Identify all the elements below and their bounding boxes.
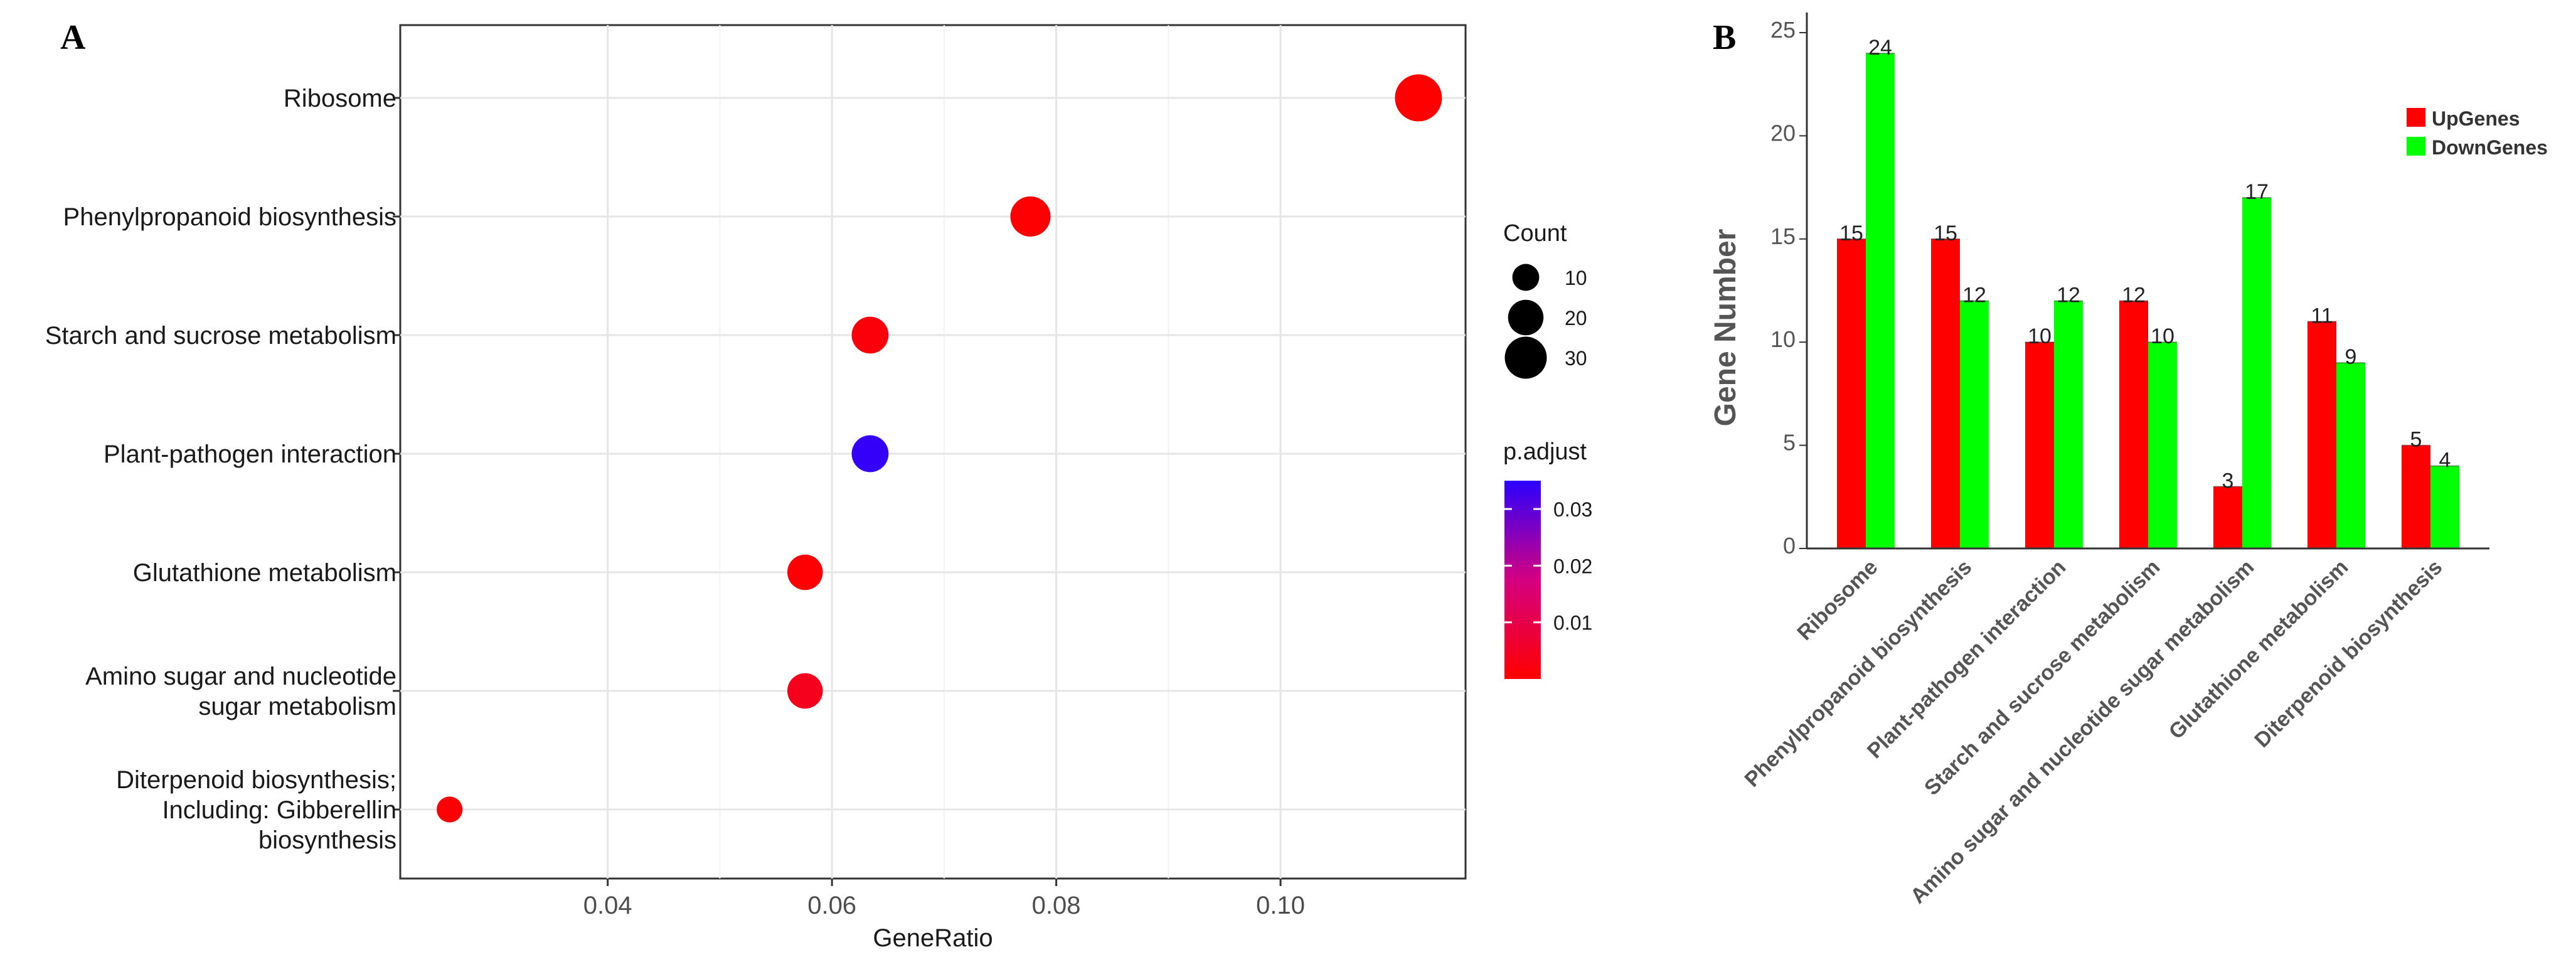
color-legend-colorbar [1504, 481, 1541, 679]
panel-a-y-tick-label: Amino sugar and nucleotide [85, 663, 397, 690]
bar-data-label: 3 [2222, 469, 2234, 493]
enrichment-dot [787, 554, 823, 591]
panel-a-x-tick-labels: 0.04 0.06 0.08 0.10 [583, 879, 1305, 919]
bar-upgenes [1837, 238, 1866, 548]
panel-a-y-tick-label: Diterpenoid biosynthesis; [116, 766, 397, 794]
bar-downgenes [1866, 53, 1895, 548]
panel-b-bars [1837, 52, 2459, 548]
color-legend-title: p.adjust [1503, 439, 1587, 465]
panel-b-x-tick-label: Ribosome [1792, 555, 1882, 645]
bar-downgenes [2242, 198, 2271, 548]
panel-a-x-tick-label: 0.04 [583, 892, 632, 919]
bar-data-label: 12 [2057, 283, 2080, 307]
bar-data-label: 15 [1934, 222, 1957, 245]
panel-b-y-tick-labels: 0 5 10 15 20 25 [1770, 17, 1807, 558]
panel-b-x-tick-label: Amino sugar and nucleotide sugar metabol… [1906, 555, 2259, 909]
panel-a-x-axis-label: GeneRatio [873, 924, 993, 952]
panel-b-y-tick-label: 0 [1783, 533, 1796, 558]
bar-upgenes [2025, 342, 2054, 548]
bar-downgenes [2336, 363, 2365, 548]
enrichment-dot [851, 316, 889, 354]
bar-upgenes [2213, 486, 2242, 548]
color-legend-ticks: 0.03 0.02 0.01 [1504, 498, 1592, 634]
size-legend: Count 10 20 30 [1503, 220, 1587, 379]
panel-a-y-tick-label: Plant-pathogen interaction [104, 441, 397, 468]
size-legend-dot [1504, 336, 1547, 379]
panel-a-gridlines [400, 25, 1466, 879]
panel-a-y-tick-label: Starch and sucrose metabolism [45, 322, 397, 350]
panel-a-x-tick-label: 0.06 [807, 892, 856, 919]
bar-downgenes [2430, 466, 2459, 548]
enrichment-dot [787, 673, 823, 709]
color-legend-tick-label: 0.01 [1553, 612, 1592, 634]
bar-data-label: 5 [2410, 428, 2422, 452]
panel-a-y-tick-label: Phenylpropanoid biosynthesis [63, 203, 397, 231]
bar-data-label: 12 [2122, 283, 2146, 307]
legend-swatch-upgenes [2407, 108, 2425, 127]
panel-a-points [437, 74, 1442, 823]
enrichment-dot [437, 796, 463, 823]
panel-a-label: A [60, 18, 86, 57]
bar-data-label: 10 [2028, 324, 2052, 348]
color-legend-tick-label: 0.03 [1553, 498, 1592, 521]
size-legend-dot [1508, 299, 1544, 336]
bar-data-label: 12 [1962, 283, 1986, 307]
bar-data-label: 10 [2151, 324, 2174, 348]
bar-upgenes [2119, 301, 2148, 548]
panel-b-y-tick-label: 15 [1770, 223, 1796, 249]
bar-upgenes [2307, 321, 2336, 548]
enrichment-dot [1395, 74, 1442, 122]
panel-b-y-tick-label: 20 [1770, 120, 1796, 146]
panel-b-x-tick-label: Diterpenoid biosynthesis [2250, 555, 2447, 752]
size-legend-label: 20 [1565, 307, 1587, 329]
enrichment-dot [1010, 196, 1051, 237]
bar-upgenes [2402, 445, 2430, 548]
legend-swatch-downgenes [2407, 137, 2425, 156]
legend-label-upgenes: UpGenes [2432, 107, 2520, 130]
panel-b-x-tick-label: Plant-pathogen interaction [1863, 555, 2070, 763]
panel-b-y-tick-label: 5 [1783, 430, 1796, 456]
bar-upgenes [1931, 238, 1960, 548]
legend-label-downgenes: DownGenes [2432, 136, 2548, 159]
panel-a-y-tick-label: sugar metabolism [198, 693, 397, 720]
size-legend-title: Count [1503, 220, 1567, 247]
bar-data-label: 15 [1839, 222, 1863, 245]
size-legend-items: 10 20 30 [1504, 264, 1587, 379]
bar-downgenes [1960, 301, 1989, 548]
panel-a-y-tick-label: biosynthesis [258, 826, 397, 854]
bar-downgenes [2148, 342, 2177, 548]
panel-b-x-tick-label: Glutathione metabolism [2164, 555, 2353, 744]
bar-downgenes [2054, 301, 2083, 548]
color-legend-tick-label: 0.02 [1553, 555, 1592, 577]
panel-a-y-tick-label: Glutathione metabolism [133, 559, 397, 587]
panel-a-y-tick-label: Including: Gibberellin [162, 796, 397, 824]
panel-b-label: B [1713, 18, 1736, 57]
panel-a-y-tick-label: Ribosome [284, 85, 397, 112]
color-legend: p.adjust 0.03 0.02 0.01 [1503, 439, 1592, 679]
size-legend-label: 10 [1565, 267, 1587, 289]
bar-data-label: 11 [2311, 304, 2333, 328]
panel-b-y-tick-label: 10 [1770, 326, 1796, 352]
bar-data-label: 4 [2439, 448, 2451, 472]
panel-a-x-tick-label: 0.08 [1032, 892, 1081, 919]
panel-b-y-tick-label: 25 [1770, 17, 1796, 43]
size-legend-dot [1512, 264, 1540, 291]
panel-a: A Ribosome Phenylpropanoid biosynthesis St… [45, 18, 1593, 952]
enrichment-dot [851, 435, 889, 473]
bar-data-label: 17 [2245, 180, 2269, 204]
bar-legend: UpGenes DownGenes [2407, 107, 2548, 159]
panel-a-y-tick-labels: Ribosome Phenylpropanoid biosynthesis Star… [45, 85, 400, 854]
size-legend-label: 30 [1565, 347, 1587, 370]
panel-b-y-axis-label: Gene Number [1709, 229, 1742, 427]
panel-a-x-tick-label: 0.10 [1256, 892, 1305, 919]
bar-data-label: 9 [2345, 345, 2357, 369]
panel-a-plot-background [399, 24, 1467, 880]
bar-data-label: 24 [1868, 36, 1892, 60]
